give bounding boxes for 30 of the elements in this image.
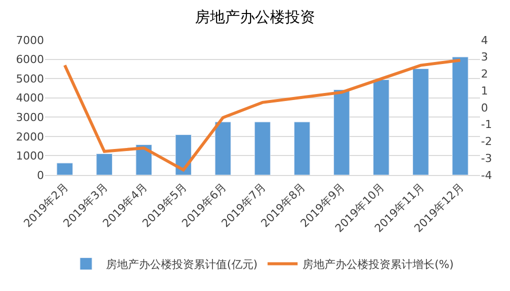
y2-tick-label: -3 bbox=[481, 152, 492, 165]
y2-tick-label: 4 bbox=[481, 34, 488, 47]
y-tick-label: 6000 bbox=[16, 53, 44, 66]
bar bbox=[254, 122, 271, 175]
y2-tick-label: -2 bbox=[481, 135, 492, 148]
bar bbox=[372, 79, 390, 175]
bar bbox=[56, 162, 73, 175]
y2-tick-label: 1 bbox=[481, 84, 488, 98]
y-tick-label: 1000 bbox=[16, 150, 44, 163]
y2-tick-label: 3 bbox=[481, 50, 488, 64]
y2-tick-label: -1 bbox=[481, 118, 492, 132]
legend-label: 房地产办公楼投资累计值(亿元) bbox=[106, 258, 258, 272]
y-tick-label: 5000 bbox=[16, 72, 44, 86]
bar bbox=[452, 56, 468, 175]
bar bbox=[96, 154, 112, 175]
y-tick-label: 2000 bbox=[16, 130, 44, 144]
bar bbox=[333, 90, 350, 175]
y-tick-label: 3000 bbox=[16, 110, 44, 124]
legend-label: 房地产办公楼投资累计增长(%) bbox=[302, 258, 454, 272]
line-series bbox=[63, 58, 462, 172]
bar bbox=[412, 68, 429, 175]
y-tick-label: 0 bbox=[37, 168, 44, 182]
y2-tick-label: -4 bbox=[481, 168, 492, 182]
chart-title: 房地产办公楼投资 bbox=[195, 8, 315, 26]
bar bbox=[294, 122, 310, 175]
bar bbox=[214, 122, 232, 175]
y2-tick-label: 2 bbox=[481, 68, 488, 81]
y-tick-label: 4000 bbox=[16, 92, 44, 105]
y2-tick-label: 0 bbox=[481, 101, 488, 114]
y-tick-label: 7000 bbox=[16, 34, 44, 47]
